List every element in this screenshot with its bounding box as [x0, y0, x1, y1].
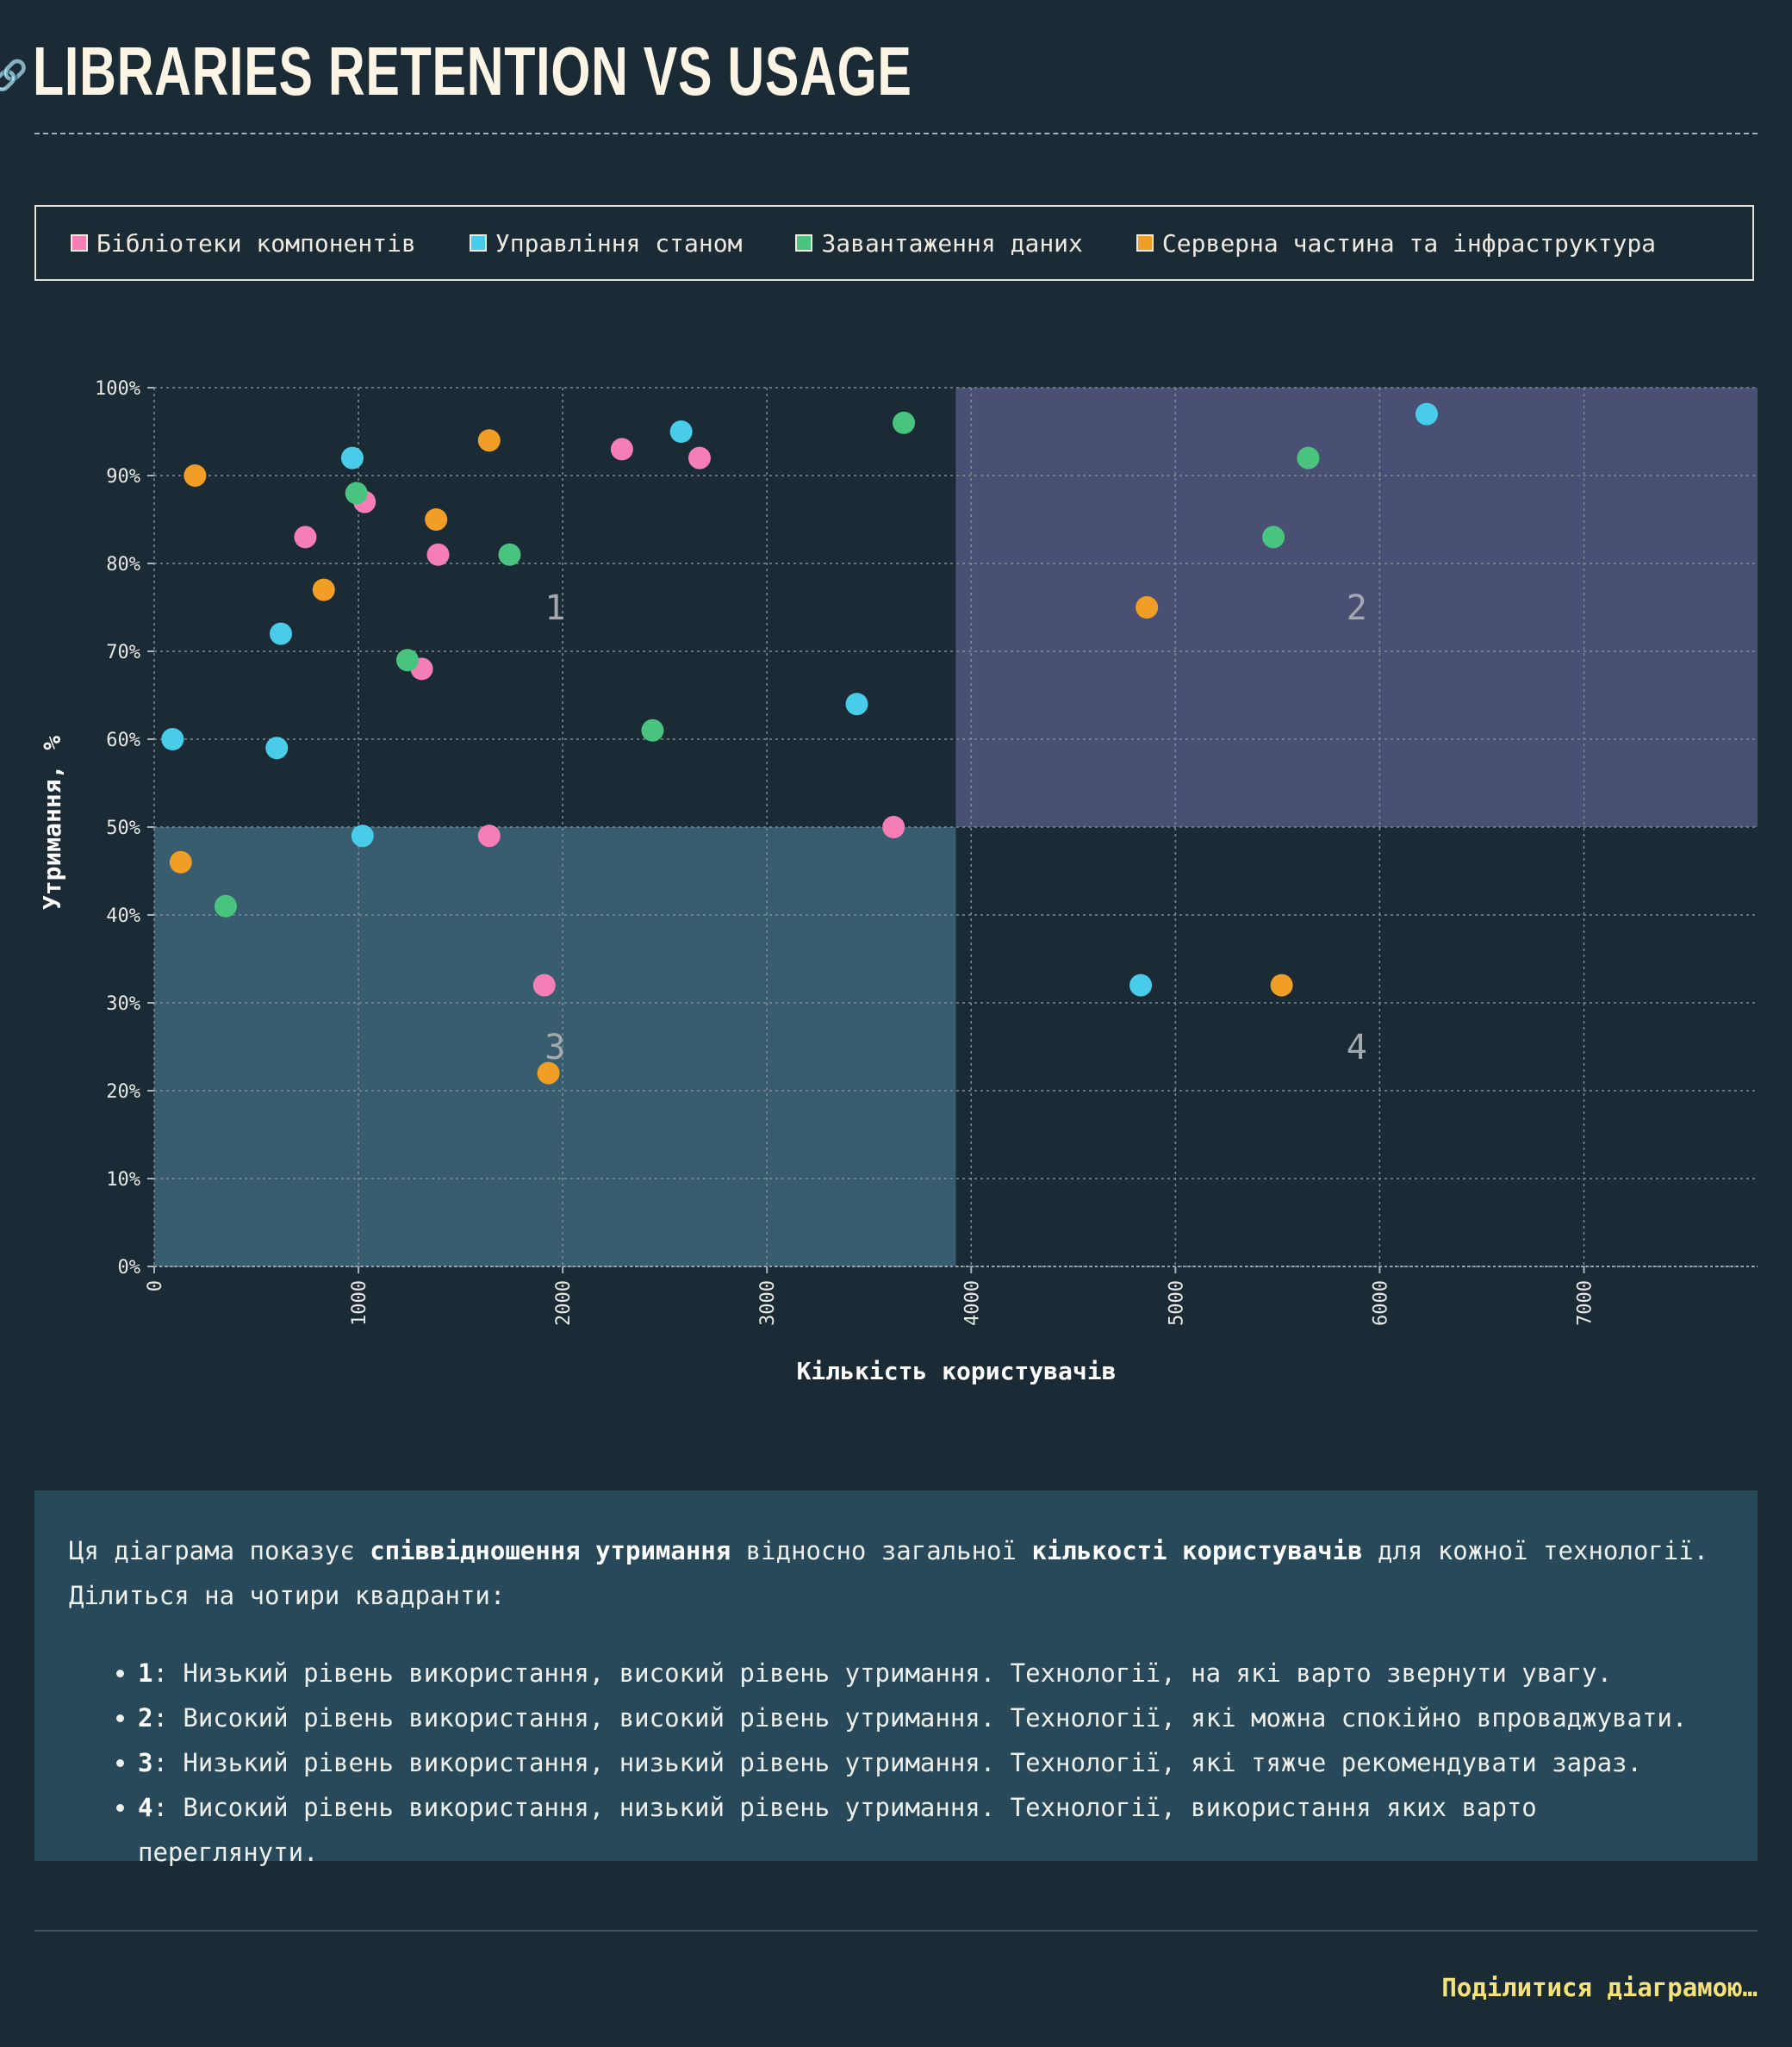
data-point: [426, 543, 450, 566]
legend-item[interactable]: Серверна частина та інфраструктура: [1136, 229, 1656, 258]
data-point: [669, 420, 693, 443]
data-point: [1297, 446, 1320, 470]
link-icon[interactable]: 🔗: [0, 59, 28, 93]
y-tick-label: 90%: [106, 466, 140, 488]
data-point: [351, 824, 374, 848]
legend-item[interactable]: Завантаження даних: [795, 228, 1083, 258]
quadrant-label-4: 4: [1347, 1028, 1367, 1067]
data-point: [340, 446, 364, 470]
legend-swatch: [795, 234, 813, 252]
data-point: [1136, 596, 1159, 619]
data-point: [345, 482, 368, 505]
data-point: [893, 411, 916, 434]
data-point: [269, 622, 292, 645]
list-item: 3: Низький рівень використання, низький …: [138, 1740, 1723, 1785]
y-tick-label: 30%: [106, 993, 140, 1015]
legend-swatch: [1136, 234, 1154, 252]
quadrant-list: 1: Низький рівень використання, високий …: [69, 1651, 1723, 1875]
quadrant-2: [955, 388, 1758, 827]
footer-divider: [34, 1930, 1758, 1932]
quadrant-label-2: 2: [1347, 588, 1367, 628]
data-point: [214, 894, 237, 918]
x-tick-label: 0: [145, 1280, 166, 1291]
data-point: [641, 719, 664, 742]
legend-swatch: [469, 234, 487, 252]
data-point: [688, 446, 711, 470]
data-point: [265, 737, 289, 760]
x-axis-title: Кількість користувачів: [797, 1357, 1117, 1385]
data-point: [1415, 402, 1438, 426]
y-tick-label: 10%: [106, 1169, 140, 1191]
title-divider: [34, 133, 1758, 134]
data-point: [1262, 526, 1285, 549]
legend-item[interactable]: Управління станом: [469, 228, 743, 258]
data-point: [184, 464, 207, 487]
legend-item[interactable]: Бібліотеки компонентів: [71, 229, 416, 258]
data-point: [610, 438, 633, 461]
data-point: [312, 578, 335, 601]
data-point: [477, 824, 501, 848]
quadrant-label-1: 1: [544, 588, 565, 628]
chart-legend: Бібліотеки компонентів Управління станом…: [34, 205, 1754, 281]
data-point: [477, 429, 501, 452]
x-tick-label: 3000: [757, 1280, 779, 1326]
share-chart-button[interactable]: Поділитися діаграмою…: [1441, 1973, 1758, 2002]
data-point: [1270, 974, 1293, 997]
quadrant-label-3: 3: [544, 1028, 565, 1067]
legend-swatch: [71, 234, 88, 252]
list-item: 2: Високий рівень використання, високий …: [138, 1695, 1723, 1740]
data-point: [294, 526, 317, 549]
x-tick-label: 4000: [961, 1280, 983, 1326]
x-tick-label: 1000: [349, 1280, 370, 1326]
y-axis-title: Утримання, %: [38, 736, 66, 910]
data-point: [498, 543, 521, 566]
legend-label: Завантаження даних: [821, 228, 1083, 258]
legend-label: Управління станом: [495, 228, 743, 258]
quadrant-4: [955, 827, 1758, 1266]
list-item: 1: Низький рівень використання, високий …: [138, 1651, 1723, 1695]
data-point: [537, 1061, 560, 1085]
scatter-chart: 0% 10% 20% 30% 40% 50% 60% 70% 80% 90% 100% 0 1000 20…: [38, 378, 1758, 1385]
y-tick-label: 50%: [106, 818, 140, 839]
data-point: [882, 816, 905, 838]
data-point: [532, 974, 556, 997]
quadrant-3: [154, 827, 956, 1266]
quadrant-1: [154, 388, 956, 827]
data-point: [395, 649, 419, 672]
y-tick-label: 0%: [118, 1257, 141, 1279]
y-tick-label: 80%: [106, 554, 140, 576]
data-point: [845, 693, 868, 716]
data-point: [161, 728, 184, 750]
page-title: LIBRARIES RETENTION VS USAGE: [33, 33, 912, 109]
y-tick-label: 60%: [106, 730, 140, 751]
data-point: [425, 508, 448, 531]
x-tick-label: 5000: [1166, 1280, 1187, 1326]
y-tick-label: 100%: [95, 378, 140, 400]
x-tick-label: 6000: [1370, 1280, 1391, 1326]
data-point: [169, 850, 192, 874]
y-tick-label: 70%: [106, 642, 140, 663]
chart-description: Ця діаграма показує співвідношення утрим…: [34, 1490, 1758, 1867]
x-tick-label: 2000: [553, 1280, 575, 1326]
x-tick-label: 7000: [1574, 1280, 1596, 1326]
legend-label: Серверна частина та інфраструктура: [1161, 228, 1657, 258]
legend-label: Бібліотеки компонентів: [96, 228, 416, 258]
description-intro: Ця діаграма показує співвідношення утрим…: [69, 1536, 1709, 1610]
y-tick-label: 20%: [106, 1081, 140, 1103]
data-point: [1129, 974, 1153, 997]
y-tick-label: 40%: [106, 905, 140, 927]
list-item: 4: Високий рівень використання, низький …: [138, 1785, 1723, 1875]
